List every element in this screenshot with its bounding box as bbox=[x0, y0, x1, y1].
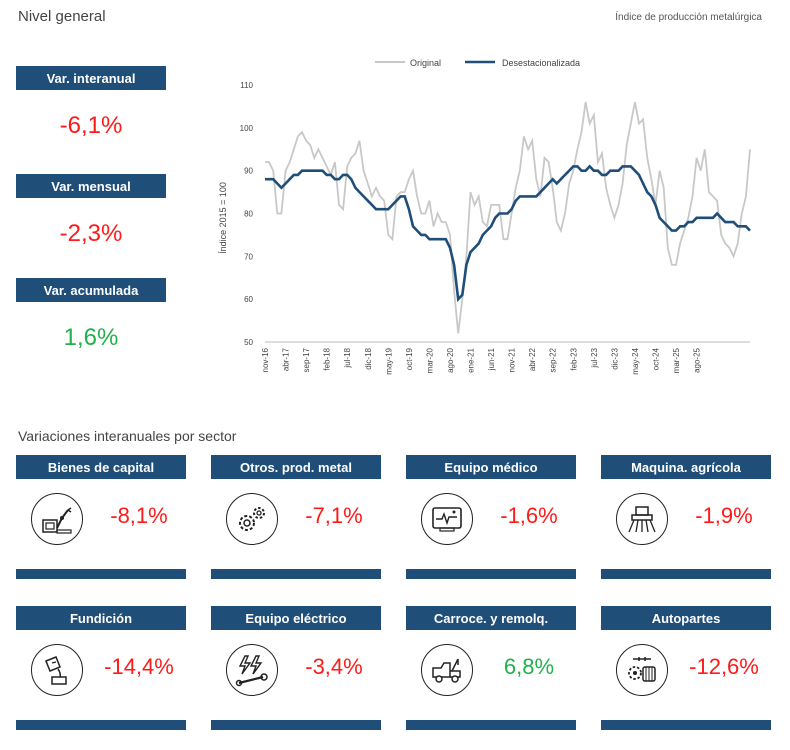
sector-value: -12,6% bbox=[689, 654, 759, 679]
sector-card-fundicion: Fundición -14,4% bbox=[16, 606, 186, 730]
y-tick-label: 50 bbox=[244, 338, 253, 347]
y-tick-label: 90 bbox=[244, 167, 253, 176]
card-footer bbox=[211, 720, 381, 730]
x-tick-label: ene-21 bbox=[467, 347, 476, 372]
y-axis-label: Índice 2015 = 100 bbox=[218, 182, 228, 254]
x-tick-label: jul-23 bbox=[590, 347, 599, 368]
sector-value: -1,6% bbox=[500, 503, 558, 528]
x-tick-label: may-24 bbox=[631, 347, 640, 374]
x-tick-label: ago-25 bbox=[693, 347, 702, 372]
x-tick-label: may-19 bbox=[384, 347, 393, 374]
heart-monitor-icon bbox=[421, 493, 473, 545]
sector-card-autopartes: Autopartes -12,6% bbox=[601, 606, 771, 730]
x-tick-label: nov-21 bbox=[508, 347, 517, 372]
kpi-label-acumulada: Var. acumulada bbox=[16, 278, 166, 302]
sector-card-equipo-medico: Equipo médico -1,6% bbox=[406, 455, 576, 579]
sector-name: Otros. prod. metal bbox=[211, 455, 381, 479]
y-tick-label: 100 bbox=[240, 124, 254, 133]
kpi-value-mensual: -2,3% bbox=[59, 220, 123, 247]
x-tick-label: sep-22 bbox=[549, 347, 558, 372]
x-tick-label: oct-24 bbox=[651, 347, 660, 370]
x-tick-label: ago-20 bbox=[446, 347, 455, 372]
card-footer bbox=[601, 569, 771, 579]
y-tick-label: 60 bbox=[244, 295, 253, 304]
chart-subtitle: Índice de producción metalúrgica bbox=[615, 12, 762, 23]
x-tick-label: feb-23 bbox=[569, 347, 578, 370]
sector-card-otros-prod-metal: Otros. prod. metal -7,1% bbox=[211, 455, 381, 579]
sectors-title: Variaciones interanuales por sector bbox=[18, 428, 237, 444]
y-tick-label: 70 bbox=[244, 252, 253, 261]
x-tick-label: dic-18 bbox=[364, 347, 373, 369]
y-axis: 50 60 70 80 90 100 110 bbox=[240, 81, 254, 347]
x-tick-label: mar-20 bbox=[425, 347, 434, 373]
sector-card-bienes-capital: Bienes de capital -8,1% bbox=[16, 455, 186, 579]
card-footer bbox=[406, 720, 576, 730]
sector-name: Maquina. agrícola bbox=[601, 455, 771, 479]
sector-card-equipo-electrico: Equipo eléctrico -3,4% bbox=[211, 606, 381, 730]
sector-card-maquina-agricola: Maquina. agrícola -1,9% bbox=[601, 455, 771, 579]
sector-value: -7,1% bbox=[305, 503, 363, 528]
legend-label-original: Original bbox=[410, 58, 441, 68]
tractor-icon bbox=[616, 493, 668, 545]
kpi-value-acumulada: 1,6% bbox=[63, 324, 119, 351]
card-footer bbox=[211, 569, 381, 579]
x-tick-label: abr-17 bbox=[282, 347, 291, 371]
engine-parts-icon bbox=[616, 644, 668, 696]
chart-legend: Original Desestacionalizada bbox=[375, 58, 580, 68]
sector-value: -8,1% bbox=[110, 503, 168, 528]
sector-card-carroce-remolq: Carroce. y remolq. 6,8% bbox=[406, 606, 576, 730]
x-tick-label: nov-16 bbox=[261, 347, 270, 372]
x-tick-label: oct-19 bbox=[405, 347, 414, 370]
sector-name: Equipo médico bbox=[406, 455, 576, 479]
y-tick-label: 80 bbox=[244, 210, 253, 219]
sector-name: Fundición bbox=[16, 606, 186, 630]
sector-name: Bienes de capital bbox=[16, 455, 186, 479]
card-footer bbox=[406, 569, 576, 579]
lightning-wrench-icon bbox=[226, 644, 278, 696]
gears-icon bbox=[226, 493, 278, 545]
series-line-original bbox=[265, 101, 751, 334]
x-tick-label: dic-23 bbox=[610, 347, 619, 369]
kpi-label-mensual: Var. mensual bbox=[16, 174, 166, 198]
sector-value: 6,8% bbox=[503, 654, 555, 679]
x-axis: nov-16 abr-17 sep-17 feb-18 jul-18 dic-18 may-… bbox=[261, 347, 702, 374]
card-footer bbox=[601, 720, 771, 730]
x-tick-label: feb-18 bbox=[323, 347, 332, 370]
sector-value: -14,4% bbox=[104, 654, 174, 679]
tow-truck-icon bbox=[421, 644, 473, 696]
y-tick-label: 110 bbox=[240, 81, 253, 90]
x-tick-label: jun-21 bbox=[487, 347, 496, 371]
sector-value: -3,4% bbox=[305, 654, 363, 679]
robot-arm-icon bbox=[31, 493, 83, 545]
x-tick-label: jul-18 bbox=[343, 347, 352, 368]
sector-name: Equipo eléctrico bbox=[211, 606, 381, 630]
x-tick-label: abr-22 bbox=[528, 347, 537, 371]
sector-name: Carroce. y remolq. bbox=[406, 606, 576, 630]
kpi-value-interanual: -6,1% bbox=[59, 112, 123, 139]
kpi-label-interanual: Var. interanual bbox=[16, 66, 166, 90]
line-chart: Original Desestacionalizada Índice 2015 … bbox=[218, 58, 751, 375]
sector-value: -1,9% bbox=[695, 503, 753, 528]
card-footer bbox=[16, 569, 186, 579]
sector-name: Autopartes bbox=[601, 606, 771, 630]
x-tick-label: mar-25 bbox=[672, 347, 681, 373]
series-line-desestacionalizada bbox=[265, 164, 751, 303]
card-footer bbox=[16, 720, 186, 730]
legend-label-sa: Desestacionalizada bbox=[502, 58, 580, 68]
page-title: Nivel general bbox=[18, 8, 106, 25]
x-tick-label: sep-17 bbox=[302, 347, 311, 372]
crucible-icon bbox=[31, 644, 83, 696]
